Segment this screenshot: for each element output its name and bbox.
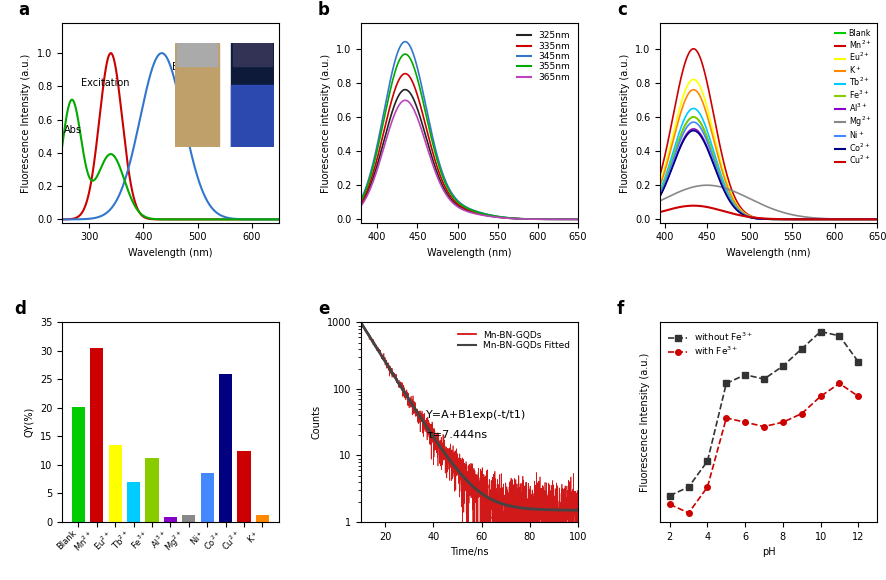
without Fe$^{3+}$ — [721, 380, 732, 387]
with Fe$^{3+}$ — [758, 423, 769, 430]
Y-axis label: Fluorescence Intensity (a.u.): Fluorescence Intensity (a.u.) — [21, 53, 31, 193]
without Fe$^{3+}$ — [758, 376, 769, 383]
with Fe$^{3+}$ — [853, 393, 864, 400]
Bar — [183, 514, 196, 522]
Y-axis label: Fluorescence Intensity (a.u.): Fluorescence Intensity (a.u.) — [619, 53, 630, 193]
with Fe$^{3+}$ — [834, 380, 844, 387]
Bar — [219, 374, 232, 522]
Bar — [72, 407, 85, 522]
without Fe$^{3+}$ — [683, 484, 694, 491]
with Fe$^{3+}$ — [815, 393, 826, 400]
without Fe$^{3+}$ — [815, 328, 826, 335]
Line: with Fe$^{3+}$: with Fe$^{3+}$ — [667, 380, 861, 516]
with Fe$^{3+}$ — [664, 501, 675, 508]
Bar — [90, 347, 104, 522]
Bar — [256, 515, 269, 522]
without Fe$^{3+}$ — [664, 492, 675, 499]
Legend: 325nm, 335nm, 345nm, 355nm, 365nm: 325nm, 335nm, 345nm, 355nm, 365nm — [514, 28, 573, 85]
with Fe$^{3+}$ — [778, 419, 789, 426]
Bar — [145, 458, 159, 522]
without Fe$^{3+}$ — [778, 362, 789, 369]
Bar — [127, 482, 140, 522]
Text: τ=7.444ns: τ=7.444ns — [426, 430, 487, 440]
Text: c: c — [617, 1, 627, 19]
with Fe$^{3+}$ — [797, 410, 807, 417]
Bar — [164, 517, 177, 522]
X-axis label: pH: pH — [762, 548, 775, 557]
Text: a: a — [19, 1, 30, 19]
X-axis label: Time/ns: Time/ns — [450, 548, 489, 557]
Legend: Blank, Mn$^{2+}$, Eu$^{2+}$, K$^+$, Tb$^{2+}$, Fe$^{3+}$, Al$^{3+}$, Mg$^{2+}$, : Blank, Mn$^{2+}$, Eu$^{2+}$, K$^+$, Tb$^… — [834, 27, 873, 168]
without Fe$^{3+}$ — [797, 345, 807, 352]
Text: Emission: Emission — [172, 61, 215, 72]
Text: Y=A+B1exp(-t/t1): Y=A+B1exp(-t/t1) — [426, 410, 526, 420]
Text: f: f — [617, 300, 625, 318]
with Fe$^{3+}$ — [683, 509, 694, 516]
X-axis label: Wavelength (nm): Wavelength (nm) — [727, 248, 811, 258]
Y-axis label: QY(%): QY(%) — [24, 407, 35, 437]
Line: without Fe$^{3+}$: without Fe$^{3+}$ — [667, 329, 861, 498]
with Fe$^{3+}$ — [721, 415, 732, 422]
Legend: without Fe$^{3+}$, with Fe$^{3+}$: without Fe$^{3+}$, with Fe$^{3+}$ — [664, 327, 757, 361]
X-axis label: Wavelength (nm): Wavelength (nm) — [128, 248, 213, 258]
Text: Abs: Abs — [64, 125, 82, 135]
without Fe$^{3+}$ — [853, 358, 864, 365]
with Fe$^{3+}$ — [703, 484, 713, 491]
Text: e: e — [318, 300, 330, 318]
without Fe$^{3+}$ — [834, 332, 844, 339]
with Fe$^{3+}$ — [740, 419, 750, 426]
without Fe$^{3+}$ — [740, 371, 750, 378]
Text: b: b — [318, 1, 330, 19]
Bar — [200, 473, 214, 522]
Y-axis label: Counts: Counts — [311, 405, 322, 439]
without Fe$^{3+}$ — [703, 458, 713, 465]
X-axis label: Wavelength (nm): Wavelength (nm) — [427, 248, 512, 258]
Y-axis label: Fluorescence Intensity (a.u.): Fluorescence Intensity (a.u.) — [640, 353, 650, 492]
Bar — [109, 445, 122, 522]
Legend: Mn-BN-GQDs, Mn-BN-GQDs Fitted: Mn-BN-GQDs, Mn-BN-GQDs Fitted — [454, 327, 573, 354]
Bar — [237, 451, 251, 522]
Text: d: d — [14, 300, 27, 318]
Y-axis label: Fluorescence intensity (a.u.): Fluorescence intensity (a.u.) — [321, 53, 330, 193]
Text: Excitation: Excitation — [81, 78, 129, 88]
